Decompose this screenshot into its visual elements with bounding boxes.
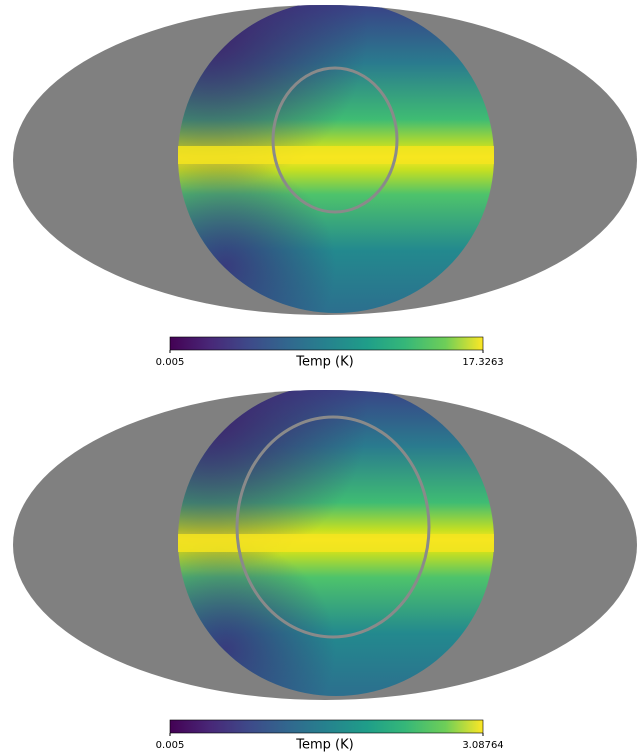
colorbar	[169, 336, 484, 351]
galactic-plane	[178, 146, 494, 164]
colorbar-tick-label: 0.005	[156, 357, 185, 368]
sky-map	[178, 390, 494, 696]
colorbar-tick-label: 17.3263	[462, 357, 503, 368]
ring	[235, 415, 431, 639]
sky-map	[178, 5, 494, 313]
colorbar	[169, 719, 484, 734]
colorbar-label: Temp (K)	[295, 355, 353, 370]
colorbar-tick-label: 0.005	[156, 740, 185, 751]
colorbar-tick-label: 3.08764	[462, 740, 503, 751]
galactic-plane	[178, 534, 494, 552]
colorbar-label: Temp (K)	[295, 738, 353, 753]
ring	[271, 66, 399, 214]
